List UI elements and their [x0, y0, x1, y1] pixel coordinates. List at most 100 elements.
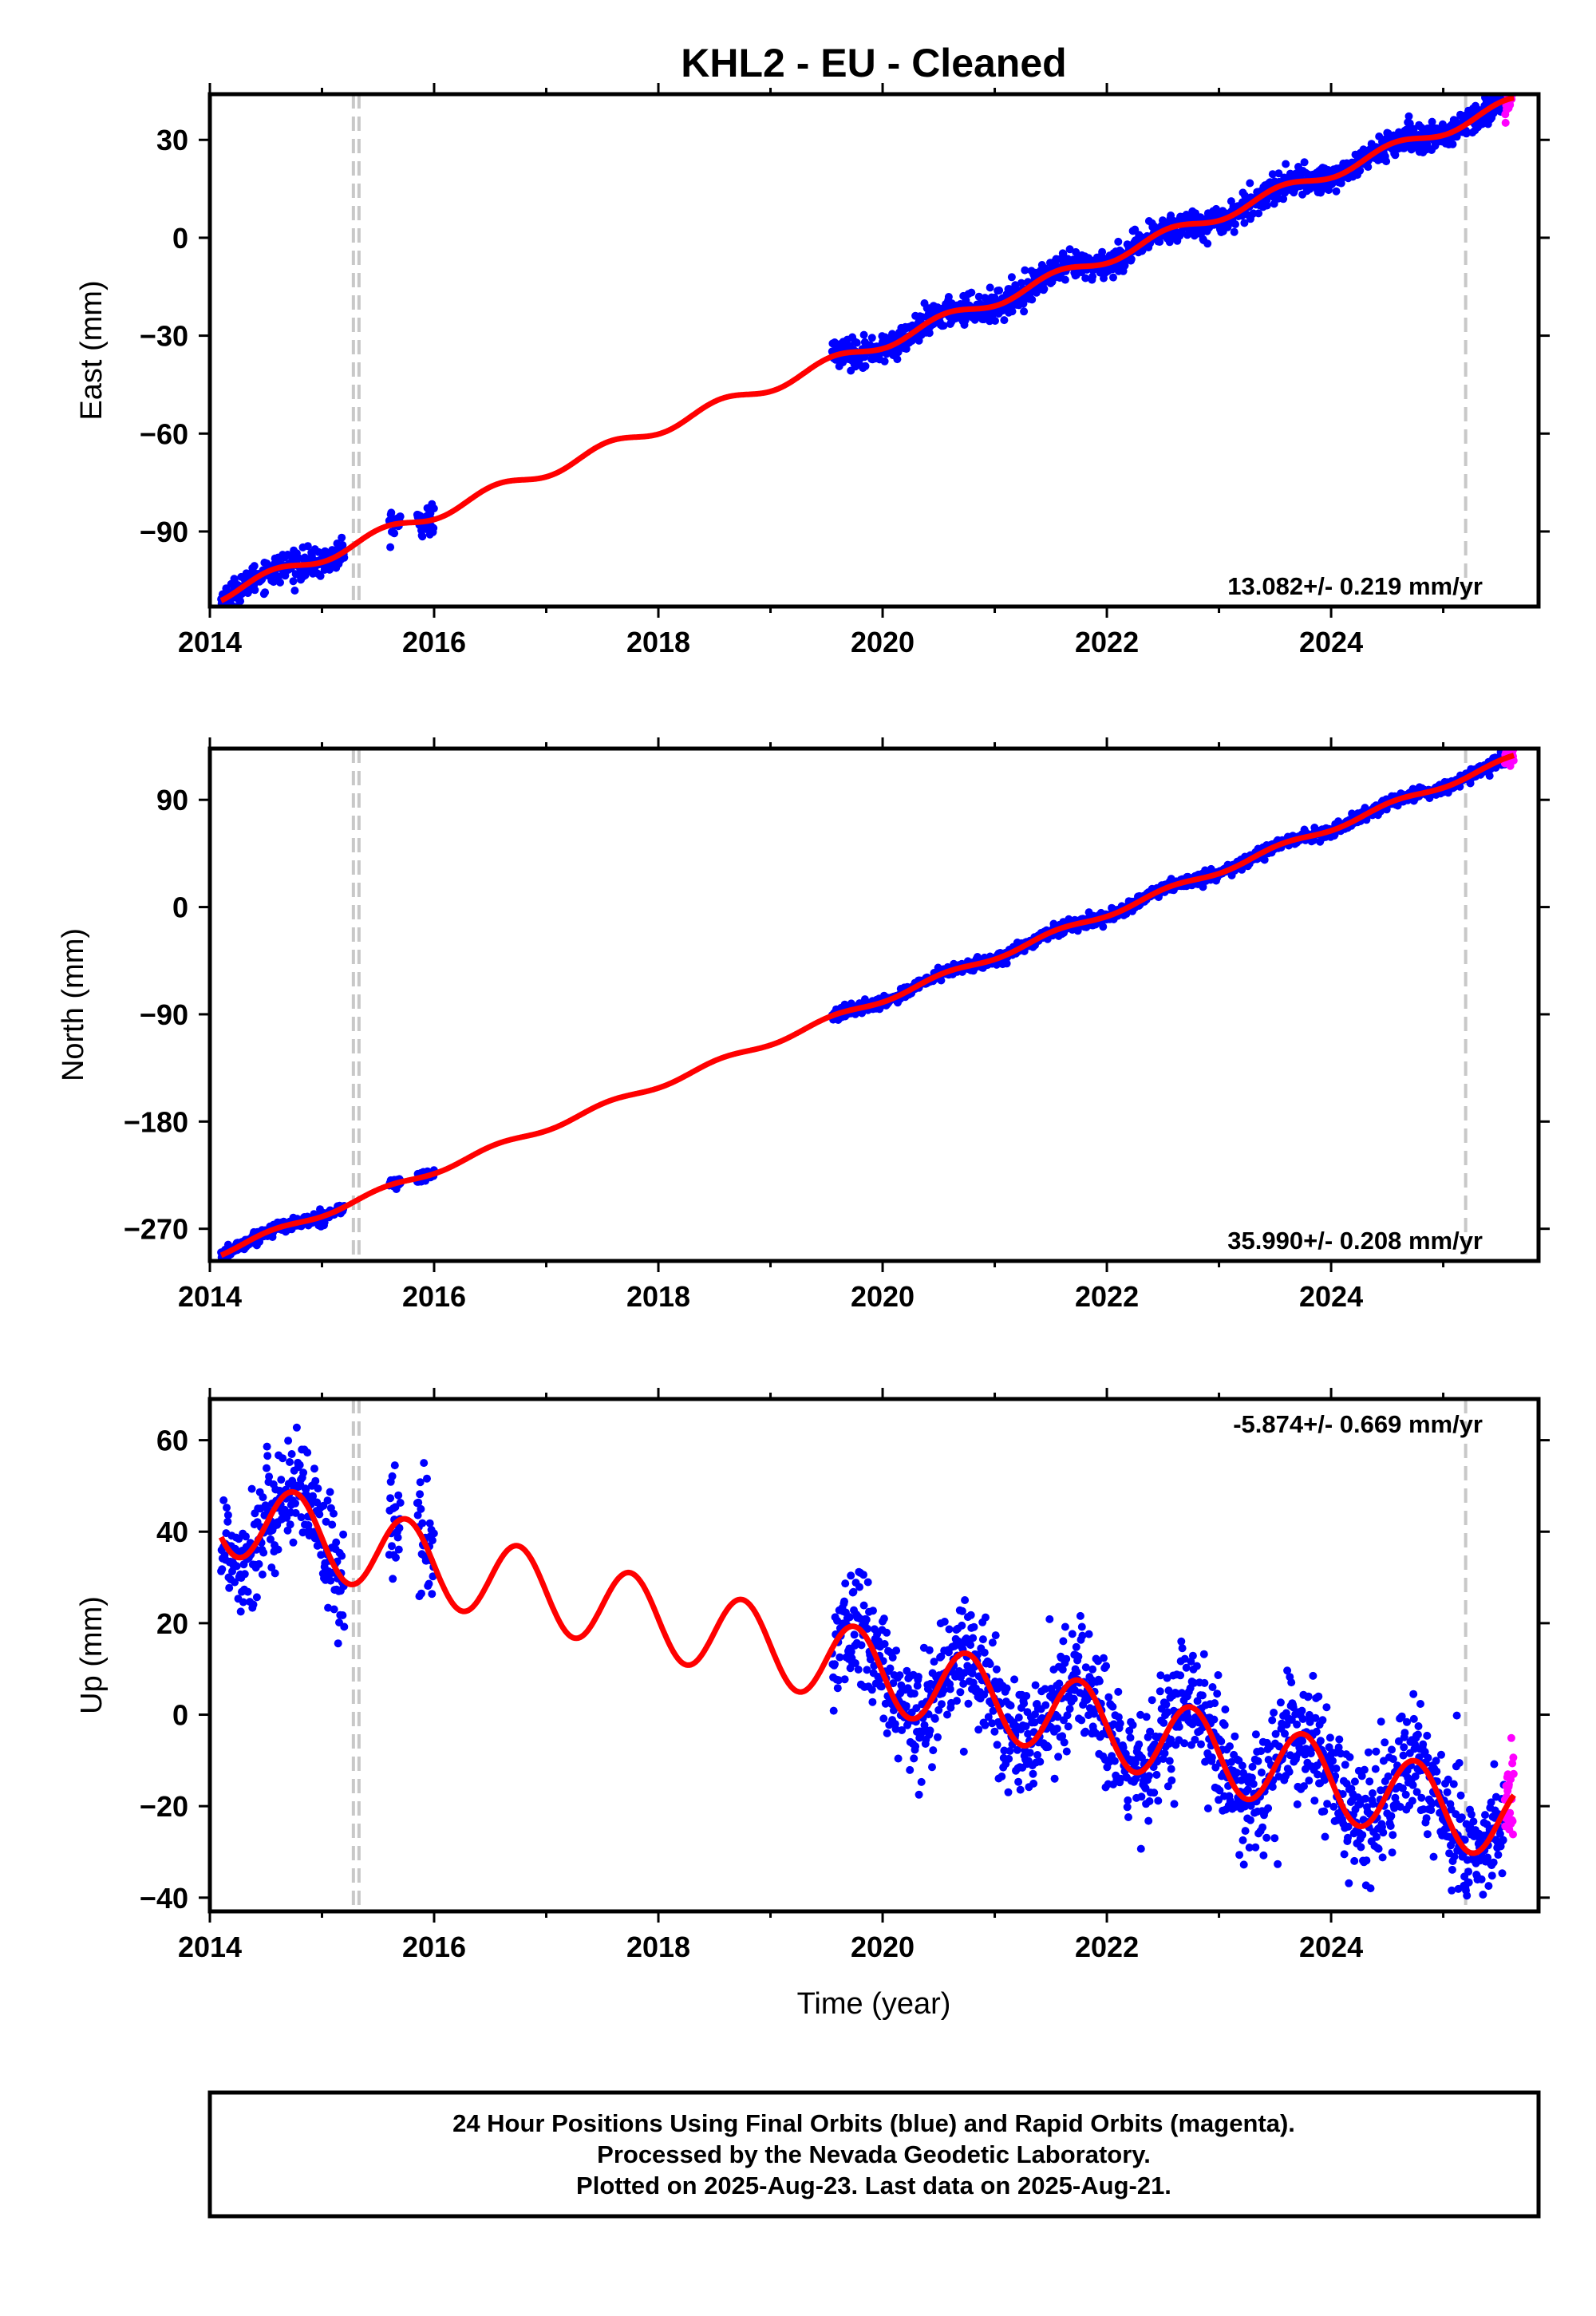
up-data-point — [1251, 1843, 1260, 1852]
east-data-point — [1000, 316, 1009, 325]
up-data-point — [966, 1611, 975, 1619]
up-data-point — [1150, 1788, 1159, 1797]
up-data-point — [1156, 1687, 1164, 1696]
up-data-point — [1036, 1757, 1045, 1766]
up-data-point — [1387, 1812, 1396, 1820]
up-data-point — [1419, 1740, 1428, 1749]
up-data-point — [959, 1747, 968, 1756]
up-data-point — [915, 1790, 923, 1799]
north-break-lines — [351, 749, 1468, 1261]
east-data-point — [290, 587, 299, 595]
up-data-point — [420, 1459, 429, 1468]
up-data-point — [1104, 1693, 1113, 1701]
up-data-point — [1341, 1761, 1349, 1769]
up-data-point — [1025, 1749, 1034, 1757]
up-data-point — [1304, 1692, 1313, 1701]
up-data-point — [255, 1559, 263, 1568]
up-data-point — [1270, 1709, 1278, 1717]
up-data-point — [1311, 1713, 1320, 1722]
up-data-point — [992, 1665, 1001, 1674]
east-data-point — [1356, 166, 1365, 175]
up-data-point — [1144, 1816, 1153, 1825]
up-data-point — [1360, 1765, 1369, 1774]
up-data-point — [1148, 1696, 1156, 1705]
up-data-point — [940, 1618, 949, 1626]
up-data-point — [418, 1519, 427, 1528]
up-data-point — [1276, 1698, 1285, 1707]
up-data-point — [1246, 1816, 1254, 1824]
up-data-point — [1152, 1770, 1161, 1779]
up-data-point — [1249, 1780, 1258, 1788]
up-data-point — [332, 1538, 341, 1547]
up-data-point — [1076, 1611, 1084, 1620]
up-data-point — [386, 1494, 395, 1503]
up-data-point — [1020, 1699, 1029, 1708]
east-data-point — [1240, 219, 1249, 227]
east-data-point — [1212, 204, 1220, 213]
up-data-point — [1208, 1683, 1217, 1691]
east-data-point — [944, 293, 953, 301]
east-y-tick-label: 0 — [172, 222, 188, 255]
east-data-point — [995, 287, 1004, 294]
north-x-tick-label: 2016 — [402, 1280, 466, 1313]
up-data-point — [1198, 1691, 1207, 1700]
up-data-point — [1378, 1853, 1387, 1862]
up-data-point — [1364, 1748, 1373, 1757]
up-data-point — [1258, 1823, 1267, 1832]
up-data-point — [1095, 1677, 1104, 1686]
east-data-point — [1120, 261, 1129, 270]
east-data-point — [1438, 120, 1447, 128]
up-data-point — [394, 1545, 403, 1554]
up-data-point — [1188, 1651, 1197, 1660]
north-data-point — [1485, 772, 1494, 781]
up-data-point — [1145, 1797, 1154, 1805]
up-data-point — [1055, 1679, 1064, 1688]
up-data-point — [1136, 1844, 1145, 1853]
up-data-point — [945, 1625, 954, 1634]
up-data-point — [1416, 1700, 1424, 1708]
up-data-point — [1084, 1630, 1093, 1638]
up-data-point — [1443, 1788, 1452, 1796]
up-data-point — [428, 1536, 437, 1545]
east-data-point — [1501, 118, 1510, 127]
up-data-point — [1033, 1751, 1042, 1759]
up-data-point — [328, 1520, 337, 1529]
up-data-point — [859, 1601, 868, 1610]
up-data-point — [879, 1714, 888, 1723]
up-data-point — [1365, 1777, 1374, 1786]
up-data-point — [879, 1614, 888, 1623]
up-data-point — [840, 1597, 848, 1606]
up-data-point — [428, 1590, 437, 1599]
east-data-point — [1081, 274, 1090, 283]
up-data-point — [1177, 1637, 1186, 1646]
up-data-point — [1239, 1860, 1248, 1869]
up-data-point — [906, 1765, 915, 1774]
up-data-point — [833, 1684, 842, 1693]
up-data-point — [1449, 1780, 1458, 1788]
up-data-point — [1362, 1856, 1371, 1865]
up-data-point — [243, 1587, 252, 1596]
up-data-point — [841, 1579, 850, 1588]
up-data-point — [1310, 1796, 1319, 1805]
north-y-tick-label: −270 — [124, 1213, 188, 1246]
up-data-point — [1264, 1804, 1273, 1812]
up-data-point — [263, 1452, 272, 1460]
east-break-lines — [351, 94, 1468, 607]
up-data-point — [1432, 1767, 1441, 1776]
up-data-point — [1452, 1711, 1461, 1720]
up-data-point — [249, 1600, 258, 1609]
east-data-point — [269, 578, 278, 587]
up-data-point — [1408, 1796, 1416, 1805]
up-data-point — [1350, 1777, 1359, 1786]
up-data-point — [265, 1472, 274, 1481]
up-data-point — [910, 1690, 918, 1698]
up-data-point — [1381, 1738, 1389, 1747]
north-x-tick-label: 2022 — [1075, 1280, 1139, 1313]
up-data-point — [880, 1640, 889, 1648]
up-data-point — [1448, 1865, 1456, 1874]
up-data-point — [338, 1611, 347, 1619]
up-data-point — [259, 1493, 267, 1502]
up-data-point — [1077, 1622, 1086, 1631]
